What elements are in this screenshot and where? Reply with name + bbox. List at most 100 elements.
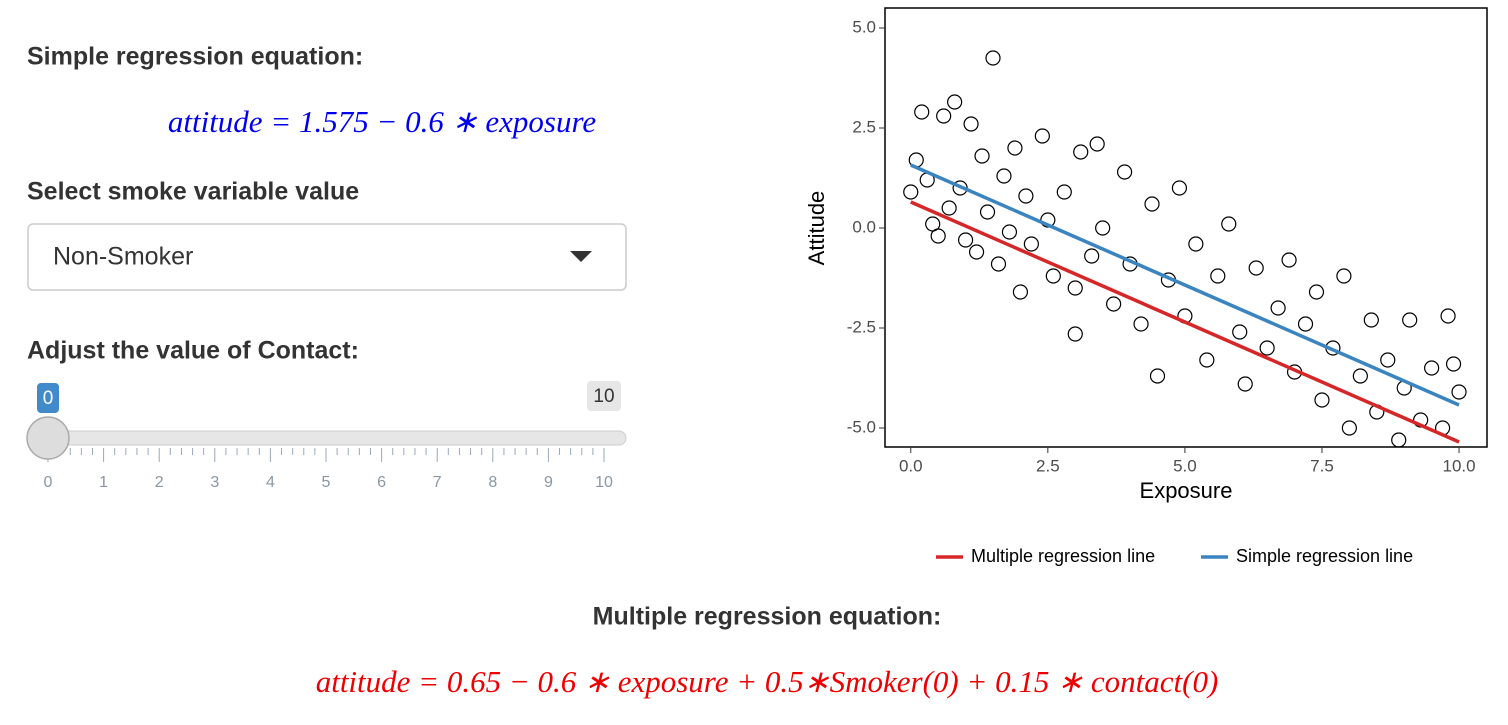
slider-tick-label: 5: [322, 474, 331, 491]
point: [1067, 280, 1083, 296]
legend-label: Multiple regression line: [971, 546, 1155, 566]
x-tick-label: 0.0: [899, 456, 923, 475]
point: [985, 50, 1001, 66]
point: [1149, 368, 1166, 384]
point: [1012, 284, 1029, 300]
y-tick-label: 2.5: [852, 117, 876, 136]
slider: 0 1 2 3 4 5 6 7 8 9 10 0 10: [26, 381, 621, 491]
point: [1221, 216, 1237, 232]
point: [1297, 316, 1314, 332]
heading: Adjust the value of Contact:: [27, 337, 359, 365]
point: [1199, 352, 1215, 368]
point: [1001, 224, 1018, 240]
point: [1281, 252, 1297, 268]
equation: attitude = 1.575 − 0.6 ∗ exposure: [168, 104, 597, 139]
point: [1440, 308, 1456, 324]
point: [1237, 376, 1253, 392]
slider-tick-label: 7: [433, 474, 442, 491]
point: [1314, 392, 1330, 408]
point: [1341, 420, 1357, 436]
x-tick-label: 10.0: [1442, 456, 1475, 475]
slider-tick-label: 6: [377, 474, 386, 491]
regression-line: [910, 163, 1460, 407]
point: [941, 200, 957, 216]
point: [1210, 268, 1226, 284]
slider-tick-label: 2: [155, 474, 164, 491]
point: [1171, 180, 1188, 196]
y-tick-label: -5.0: [847, 417, 876, 436]
heading: Multiple regression equation:: [593, 603, 942, 631]
point: [974, 148, 990, 164]
legend-label: Simple regression line: [1236, 546, 1413, 566]
point: [968, 244, 985, 260]
select-box[interactable]: [27, 223, 627, 291]
point: [1106, 296, 1122, 312]
point: [963, 116, 979, 132]
point: [1073, 144, 1089, 160]
point: [1259, 340, 1275, 356]
y-tick-label: 0.0: [852, 217, 876, 236]
point: [1308, 284, 1325, 300]
point: [1095, 220, 1111, 236]
slider-max-label: 10: [593, 386, 614, 407]
slider-tick-label: 10: [595, 474, 613, 491]
heading: Select smoke variable value: [27, 178, 359, 206]
slider-tick-label: 1: [99, 474, 108, 491]
slider-handle[interactable]: [26, 416, 70, 460]
point: [1040, 212, 1056, 228]
point: [947, 94, 963, 110]
point: [914, 104, 930, 120]
point: [979, 204, 996, 220]
point: [996, 168, 1012, 184]
slider-tick-label: 9: [544, 474, 553, 491]
point: [1018, 188, 1034, 204]
point: [1248, 260, 1264, 276]
slider-tick-label: 8: [488, 474, 497, 491]
regression-line: [910, 200, 1460, 444]
point: [1056, 184, 1072, 200]
point: [1336, 268, 1352, 284]
slider-min-badge: [37, 383, 59, 413]
slider-max-badge: [587, 381, 621, 411]
point: [1023, 236, 1039, 252]
point: [1188, 236, 1204, 252]
point: [1270, 300, 1286, 316]
x-tick-label: 2.5: [1036, 456, 1060, 475]
equation: attitude = 0.65 − 0.6 ∗ exposure + 0.5∗S…: [316, 664, 1219, 699]
select-value: Non-Smoker: [53, 243, 193, 271]
y-tick-label: -2.5: [847, 317, 876, 336]
point: [1391, 432, 1407, 448]
point: [1116, 164, 1133, 180]
slider-tick-label: 3: [210, 474, 219, 491]
dropdown-arrow: [570, 251, 592, 262]
x-tick-label: 7.5: [1310, 456, 1334, 475]
point: [1007, 140, 1023, 156]
x-tick-label: 5.0: [1173, 456, 1197, 475]
point: [1067, 326, 1083, 342]
point: [936, 108, 952, 124]
point: [903, 184, 919, 200]
heading: Simple regression equation:: [27, 43, 363, 71]
plot-panel: [884, 7, 1488, 448]
y-tick-label: 5.0: [852, 17, 876, 36]
slider-tick-label: 4: [266, 474, 275, 491]
point: [930, 228, 946, 244]
point: [957, 232, 974, 248]
point: [1232, 324, 1248, 340]
point: [1380, 352, 1396, 368]
slider-value-label: 0: [43, 388, 54, 409]
y-axis-title: Attitude: [804, 191, 829, 266]
point: [1445, 356, 1462, 372]
point: [1144, 196, 1160, 212]
x-axis-title: Exposure: [1140, 478, 1233, 503]
point: [1451, 384, 1467, 400]
slider-tick-label: 0: [44, 474, 53, 491]
point: [1424, 360, 1440, 376]
plot: -5.0 -2.5 0.0 2.5 5.0 0.0 2.5 5.0 7.5 10.0 Exposur…: [804, 7, 1488, 566]
point: [1045, 268, 1061, 284]
slider-track: [27, 430, 627, 446]
point: [1402, 312, 1418, 328]
point: [1084, 248, 1100, 264]
